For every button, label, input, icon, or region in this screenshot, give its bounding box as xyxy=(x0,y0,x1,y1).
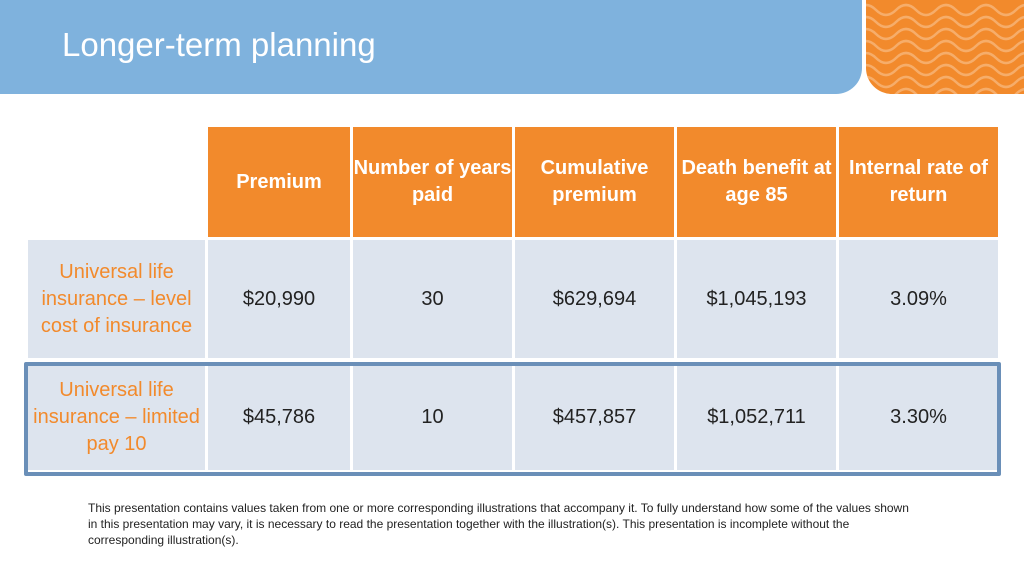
header-death-benefit: Death benefit at age 85 xyxy=(677,127,836,240)
header-years-paid: Number of years paid xyxy=(353,127,512,240)
cell-years-paid: 10 xyxy=(353,364,512,470)
wave-pattern-graphic xyxy=(866,3,1024,94)
cell-cumulative-premium: $457,857 xyxy=(515,364,674,470)
header-cumulative-premium: Cumulative premium xyxy=(515,127,674,240)
slide-title: Longer-term planning xyxy=(62,26,376,63)
disclaimer-text: This presentation contains values taken … xyxy=(88,501,909,547)
cell-death-benefit: $1,052,711 xyxy=(677,364,836,470)
table-row: Universal life insurance – limited pay 1… xyxy=(28,364,998,470)
cell-internal-rate: 3.09% xyxy=(839,240,998,364)
row-label: Universal life insurance – level cost of… xyxy=(28,240,205,364)
cell-cumulative-premium: $629,694 xyxy=(515,240,674,364)
cell-death-benefit: $1,045,193 xyxy=(677,240,836,364)
decorative-wave-pattern xyxy=(866,0,1024,94)
title-bar: Longer-term planning xyxy=(0,0,862,94)
cell-years-paid: 30 xyxy=(353,240,512,364)
table-row: Universal life insurance – level cost of… xyxy=(28,240,998,364)
table-header-row: Premium Number of years paid Cumulative … xyxy=(28,127,998,240)
cell-premium: $45,786 xyxy=(208,364,350,470)
cell-internal-rate: 3.30% xyxy=(839,364,998,470)
header-blank-cell xyxy=(28,127,205,240)
cell-premium: $20,990 xyxy=(208,240,350,364)
row-label: Universal life insurance – limited pay 1… xyxy=(28,364,205,470)
header-premium: Premium xyxy=(208,127,350,240)
comparison-table: Premium Number of years paid Cumulative … xyxy=(25,127,1001,470)
header-internal-rate: Internal rate of return xyxy=(839,127,998,240)
